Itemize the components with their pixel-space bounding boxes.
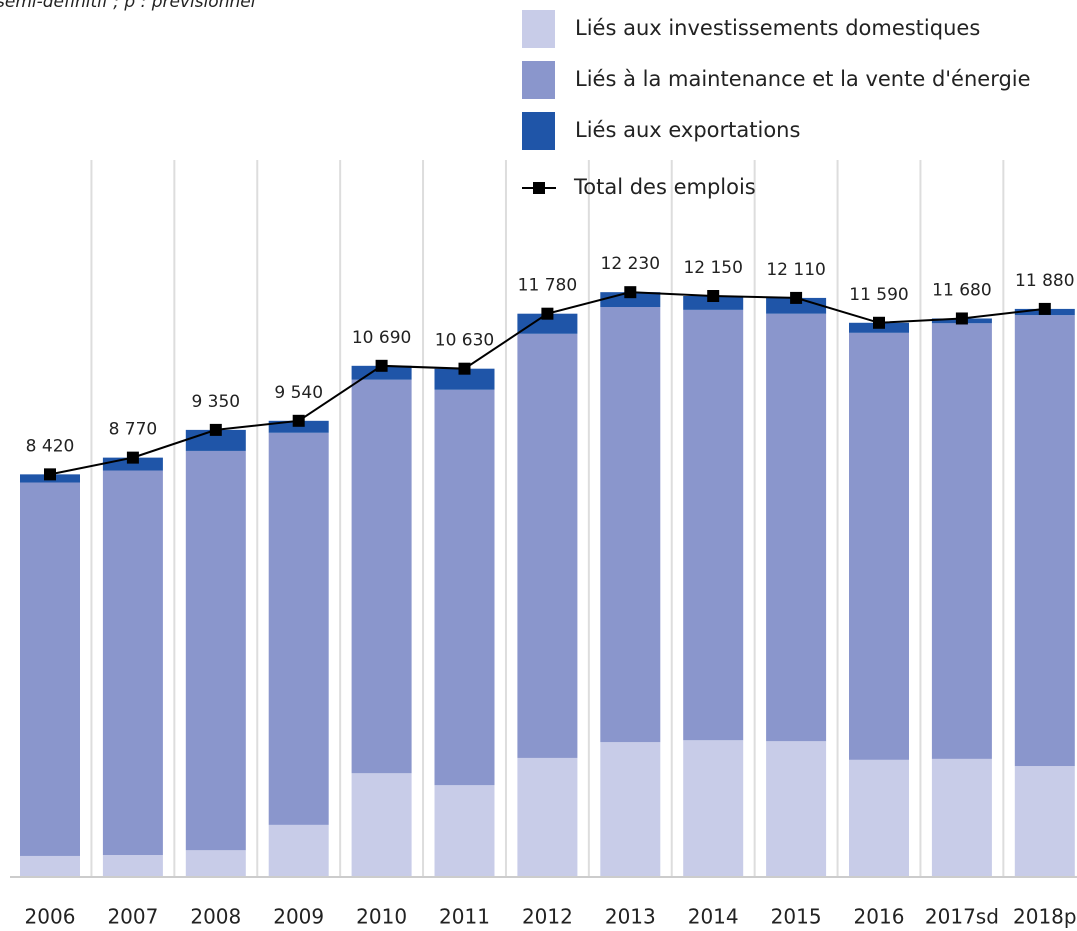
- data-label: 12 110: [766, 260, 825, 280]
- bar-segment: [434, 785, 495, 877]
- data-label: 8 770: [109, 420, 158, 440]
- legend-swatch: [522, 112, 555, 150]
- bar-segment: [683, 740, 744, 877]
- bar-segment: [20, 855, 80, 877]
- x-tick-label: 2015: [771, 905, 822, 929]
- subtitle: semi-définitif ; p : prévisionnel: [0, 0, 256, 12]
- bar-segment: [517, 313, 578, 334]
- bar-segment: [849, 759, 909, 877]
- bar-segment: [683, 295, 744, 310]
- legend-label: Total des emplois: [573, 175, 756, 199]
- data-label: 11 780: [518, 276, 577, 296]
- data-label: 12 230: [601, 254, 660, 274]
- bar-segment: [268, 824, 329, 877]
- bar-segment: [849, 332, 909, 760]
- bar-segment: [434, 389, 495, 786]
- bar-segment: [20, 482, 80, 856]
- x-tick-label: 2010: [356, 905, 407, 929]
- bar-segment: [185, 850, 246, 877]
- legend-label: Liés à la maintenance et la vente d'éner…: [575, 67, 1031, 91]
- total-marker: [126, 451, 139, 464]
- bar-segment: [683, 309, 744, 741]
- x-tick-label: 2008: [190, 905, 241, 929]
- data-label: 11 880: [1015, 271, 1074, 291]
- x-tick-label: 2018p: [1013, 905, 1077, 929]
- total-marker: [624, 286, 637, 299]
- x-tick-label: 2014: [688, 905, 739, 929]
- total-marker: [955, 312, 968, 325]
- total-marker: [707, 289, 720, 302]
- bar-segment: [600, 306, 661, 743]
- legend-swatch: [522, 10, 555, 48]
- total-marker: [292, 414, 305, 427]
- bar-segment: [931, 758, 992, 877]
- bar-segment: [434, 368, 495, 390]
- total-marker: [873, 316, 885, 329]
- bar-segment: [517, 333, 578, 758]
- bar-segment: [351, 379, 412, 774]
- total-marker: [209, 423, 222, 436]
- legend-label: Liés aux exportations: [575, 118, 800, 142]
- x-tick-label: 2016: [854, 905, 905, 929]
- total-marker: [1038, 302, 1051, 315]
- bar-segment: [185, 450, 246, 851]
- x-tick-label: 2017sd: [925, 905, 999, 929]
- bar-segment: [600, 742, 661, 877]
- legend-swatch: [522, 61, 555, 99]
- bar-segment: [102, 855, 163, 877]
- bar-segment: [766, 313, 827, 742]
- legend-label: Liés aux investissements domestiques: [575, 16, 980, 40]
- data-label: 8 420: [26, 436, 75, 456]
- total-marker: [44, 468, 56, 481]
- total-marker: [541, 307, 554, 320]
- bar-segment: [102, 470, 163, 856]
- x-tick-label: 2012: [522, 905, 573, 929]
- bar-segment: [931, 323, 992, 759]
- data-label: 10 690: [352, 328, 411, 348]
- bar-segment: [1014, 315, 1075, 767]
- data-label: 12 150: [683, 258, 742, 278]
- bar-segment: [268, 432, 329, 825]
- data-label: 10 630: [435, 331, 494, 351]
- x-tick-label: 2007: [107, 905, 158, 929]
- bar-segment: [1014, 766, 1075, 877]
- bar-segment: [766, 741, 827, 877]
- data-label: 11 680: [932, 280, 991, 300]
- total-marker: [458, 362, 471, 375]
- x-tick-label: 2009: [273, 905, 324, 929]
- data-label: 9 540: [274, 383, 323, 403]
- data-label: 11 590: [849, 285, 908, 305]
- total-marker: [790, 291, 803, 304]
- data-label: 9 350: [191, 392, 240, 412]
- legend-marker: [533, 182, 545, 194]
- bar-segment: [517, 757, 578, 877]
- total-marker: [375, 359, 388, 372]
- bar-segment: [351, 773, 412, 877]
- x-tick-label: 2013: [605, 905, 656, 929]
- x-tick-label: 2006: [25, 905, 76, 929]
- x-tick-label: 2011: [439, 905, 490, 929]
